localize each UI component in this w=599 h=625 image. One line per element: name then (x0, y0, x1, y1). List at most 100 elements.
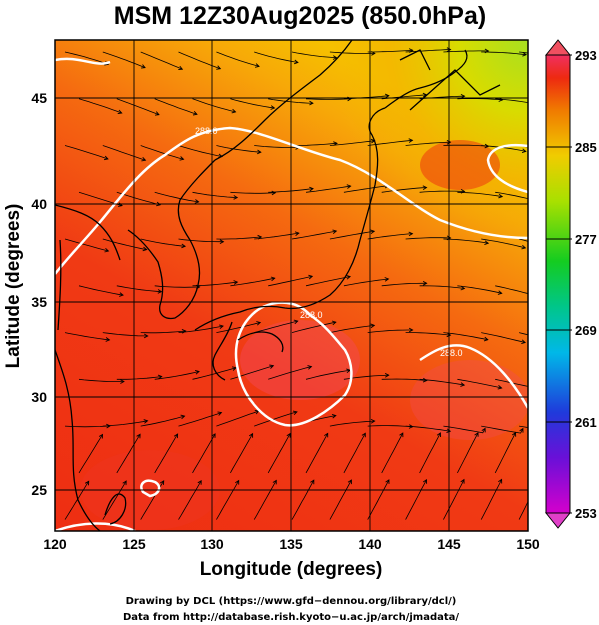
colorbar-tick-label: 277 (575, 232, 597, 247)
streamline (481, 332, 526, 343)
colorbar: 293 285 277 269 261 253 (544, 39, 597, 529)
streamline-arrowhead (346, 184, 352, 189)
x-axis-label: Longitude (degrees) (200, 559, 383, 580)
streamline-arrowhead (157, 374, 163, 380)
streamline-arrowhead (141, 156, 147, 162)
streamline-arrowhead (270, 276, 276, 282)
streamline-arrowhead (484, 240, 490, 246)
streamline (178, 480, 202, 520)
streamline (443, 144, 489, 147)
coastline-siberia (214, 40, 353, 161)
streamline (192, 281, 238, 287)
streamline-arrowhead (178, 65, 184, 71)
streamline-arrowhead (536, 386, 540, 390)
streamline-arrowhead (192, 110, 198, 116)
streamline (381, 378, 427, 381)
streamline-arrowhead (536, 102, 540, 106)
streamline (216, 236, 262, 240)
streamline (64, 332, 110, 341)
streamline (519, 425, 528, 428)
streamline-arrowhead (219, 324, 224, 329)
streamline-arrowhead (219, 239, 225, 244)
streamline-arrowhead (460, 285, 466, 291)
streamline (268, 366, 312, 380)
streamline (292, 142, 338, 146)
streamline-arrowhead (233, 280, 239, 285)
coastline-taiwan (104, 493, 127, 525)
streamline-arrowhead (143, 333, 149, 339)
streamline-arrowhead (422, 281, 428, 286)
streamline-arrowhead (347, 479, 352, 485)
streamline-arrowhead (370, 418, 376, 424)
streamline-arrowhead (370, 229, 376, 235)
streamline-arrowhead (422, 185, 428, 190)
streamline-arrowhead (256, 321, 262, 326)
streamline-arrowhead (194, 369, 200, 375)
streamline (367, 233, 413, 240)
coastline-kyushu (212, 321, 233, 381)
streamline (230, 98, 275, 109)
streamline-arrowhead (446, 139, 452, 145)
streamline (305, 276, 351, 287)
streamline (367, 479, 390, 520)
streamline-arrowhead (535, 199, 539, 203)
streamline (495, 98, 528, 104)
streamline-arrowhead (574, 385, 578, 389)
streamline-arrowhead (293, 319, 299, 325)
streamline (254, 145, 300, 148)
colorbar-tick-label: 269 (575, 323, 597, 338)
streamline (405, 332, 451, 336)
streamline (140, 238, 186, 247)
contour-label: 288.0 (195, 126, 218, 136)
streamline-arrowhead (474, 431, 479, 437)
streamline-arrowhead (141, 64, 146, 69)
streamline-arrowhead (271, 190, 277, 196)
streamline (405, 49, 451, 53)
y-tick-label: 40 (31, 196, 47, 212)
streamline (178, 325, 224, 333)
lat-lon-grid (55, 40, 528, 531)
streamline (405, 237, 451, 240)
streamline-arrowhead (370, 323, 376, 329)
streamline-arrowhead (460, 382, 466, 387)
streamline (305, 369, 351, 380)
streamline (481, 145, 526, 152)
colorbar-min-arrow (544, 512, 572, 529)
streamline (443, 332, 488, 341)
streamline-arrowhead (481, 427, 486, 433)
streamline-arrowhead (292, 410, 298, 416)
streamline (102, 480, 127, 520)
streamline-arrowhead (385, 479, 390, 484)
streamline (192, 191, 238, 198)
contour-label: 288.0 (440, 348, 463, 358)
streamline (178, 145, 223, 157)
coastline-hokkaido (384, 49, 468, 109)
streamline (78, 285, 124, 296)
streamline-arrowhead (408, 231, 414, 237)
streamline (78, 98, 122, 114)
streamline (140, 145, 184, 160)
streamline (494, 432, 516, 474)
streamline-arrowhead (103, 155, 109, 161)
streamline-arrowhead (84, 480, 90, 486)
colorbar-gradient (545, 54, 571, 514)
streamline (381, 432, 404, 474)
streamline (192, 98, 236, 113)
streamline (329, 479, 352, 520)
streamline (216, 322, 261, 333)
streamline (154, 433, 178, 474)
isotherm-288-northwest (55, 57, 111, 65)
streamline (291, 480, 315, 520)
streamline-arrowhead (257, 149, 262, 155)
streamline-arrowhead (422, 377, 428, 383)
streamline-arrowhead (536, 479, 540, 483)
streamline-arrowhead (399, 432, 404, 438)
x-tick-label: 120 (43, 536, 67, 552)
streamline-arrowhead (307, 365, 313, 370)
streamline (254, 320, 298, 333)
streamline (419, 190, 465, 193)
streamline-arrowhead (522, 52, 528, 57)
warm-patch (240, 320, 360, 400)
streamline-arrowhead (573, 295, 577, 299)
